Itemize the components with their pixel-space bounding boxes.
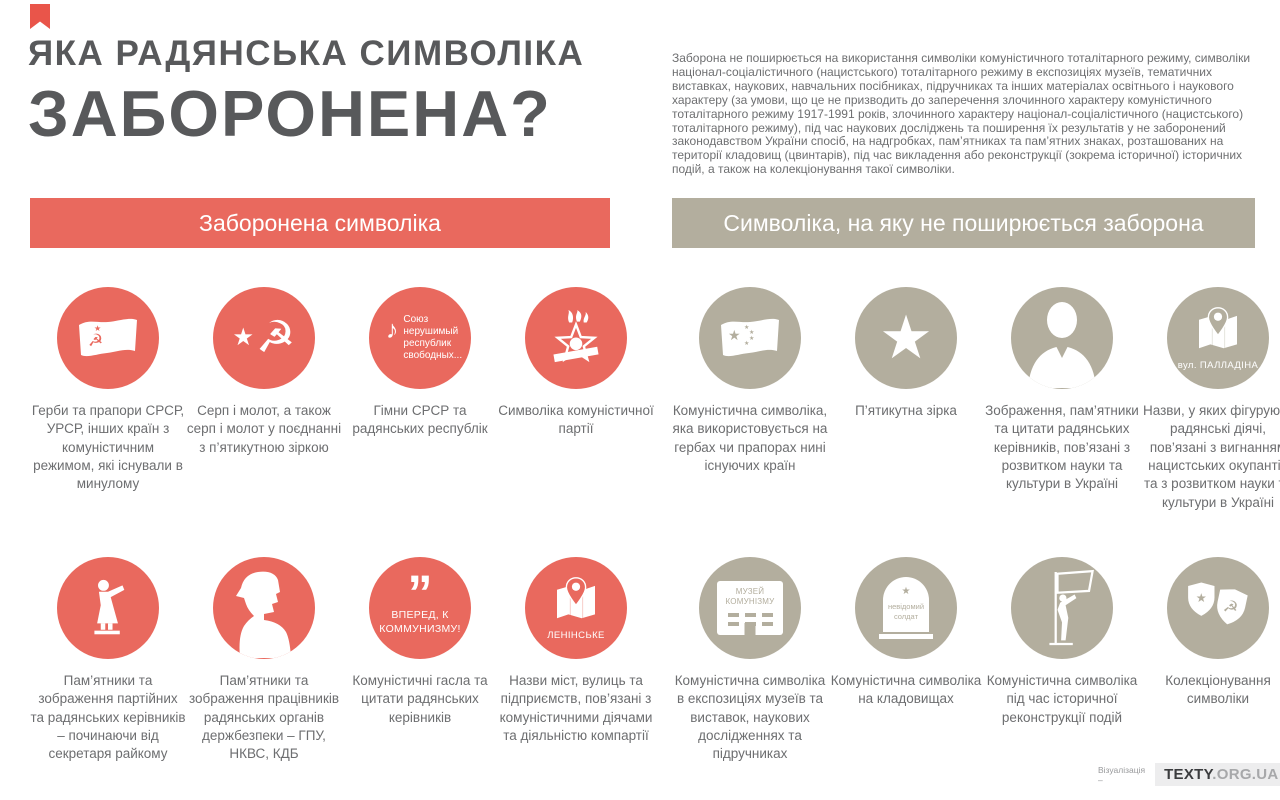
svg-text:★: ★ (749, 335, 754, 342)
allowed-item: МУЗЕЙ КОМУНІЗМУ Комуністична символіка в… (672, 557, 828, 764)
star-icon: ★ (855, 287, 957, 389)
item-caption: Гімни СРСР та радянських республік (352, 403, 488, 437)
location-pin-icon (1207, 306, 1229, 336)
hammer-sickle-star-icon: ★ ☭ (213, 287, 315, 389)
footer-credit: Візуалізація – TEXTY.ORG.UA (1098, 763, 1280, 786)
lenin-statue-icon (57, 557, 159, 659)
banned-section-header: Заборонена символіка (30, 198, 610, 248)
item-caption: Комуністична символіка під час історично… (986, 673, 1138, 725)
current-flag-icon: ★ ★ ★ ★ ★ (699, 287, 801, 389)
item-caption: Комуністична символіка, яка використовує… (672, 403, 828, 474)
svg-text:★: ★ (728, 328, 741, 344)
logo-bold: TEXTY (1164, 766, 1213, 783)
banned-item: Пам’ятники та зображення партійних та ра… (30, 557, 186, 764)
tombstone-icon: ★ невідомий солдат (855, 557, 957, 659)
title-line-1: ЯКА РАДЯНСЬКА СИМВОЛІКА (28, 34, 585, 73)
item-caption: П’ятикутна зірка (855, 403, 957, 418)
music-note-icon: ♪ (385, 315, 399, 344)
map-pin-icon: ЛЕНІНСЬКЕ (525, 557, 627, 659)
item-caption: Назви, у яких фігурують радянські діячі,… (1142, 403, 1280, 510)
quote-glyph: ” (407, 564, 433, 621)
allowed-item: ★ невідомий солдат Комуністична символік… (828, 557, 984, 764)
svg-text:☭: ☭ (88, 331, 103, 351)
location-pin-icon (565, 576, 587, 606)
ussr-flag-icon: ★ ☭ (57, 287, 159, 389)
hammer-sickle-glyph: ☭ (256, 313, 296, 362)
brand-flag-icon (30, 4, 50, 29)
museum-label: МУЗЕЙ КОМУНІЗМУ (725, 587, 775, 607)
allowed-row-1: ★ ★ ★ ★ ★ Комуністична символіка, яка ви… (672, 287, 1280, 512)
banned-row-2: Пам’ятники та зображення партійних та ра… (30, 557, 652, 764)
banned-item: ★ ☭ Серп і молот, а також серп і молот у … (186, 287, 342, 494)
logo-light: .ORG.UA (1212, 766, 1279, 783)
allowed-item: ★ ☭ Колекціонування символіки (1140, 557, 1280, 764)
banned-item: ЛЕНІНСЬКЕ Назви міст, вулиць та підприєм… (498, 557, 654, 764)
item-caption: Комуністична символіка в експозиціях муз… (674, 673, 826, 762)
item-caption: Комуністичні гасла та цитати радянських … (352, 673, 488, 725)
quote-icon: ” ВПЕРЕД, К КОММУНИЗМУ! (369, 557, 471, 659)
item-caption: Колекціонування символіки (1165, 673, 1271, 707)
scientist-portrait-icon (1011, 287, 1113, 389)
allowed-item: ★ ★ ★ ★ ★ Комуністична символіка, яка ви… (672, 287, 828, 512)
star-glyph: ★ (232, 324, 255, 351)
intro-paragraph: Заборона не поширюється на використання … (672, 51, 1251, 177)
item-caption: Пам’ятники та зображення працівників рад… (188, 673, 340, 762)
tomb-label: невідомий солдат (887, 602, 925, 621)
badges-icon: ★ ☭ (1167, 557, 1269, 659)
svg-text:★: ★ (1196, 591, 1207, 605)
svg-text:★: ★ (749, 329, 754, 336)
svg-text:★: ★ (744, 324, 749, 331)
museum-door (744, 623, 756, 635)
pioneer-badge-icon (525, 287, 627, 389)
texty-logo: TEXTY.ORG.UA (1155, 763, 1280, 786)
svg-text:☭: ☭ (1222, 596, 1241, 618)
title-line-2: ЗАБОРОНЕНА? (28, 77, 552, 150)
banned-item: ★ ☭ Герби та прапори СРСР, УРСР, інших к… (30, 287, 186, 494)
banned-item: Символіка комуністичної партії (498, 287, 654, 494)
allowed-item: Зображення, пам’ятники та цитати радянсь… (984, 287, 1140, 512)
banned-item: ” ВПЕРЕД, К КОММУНИЗМУ! Комуністичні гас… (342, 557, 498, 764)
banned-item: ♪ Союз нерушимый республик свободных... … (342, 287, 498, 494)
item-caption: Зображення, пам’ятники та цитати радянсь… (985, 403, 1139, 492)
item-caption: Пам’ятники та зображення партійних та ра… (30, 673, 186, 762)
item-caption: Назви міст, вулиць та підприємств, пов’я… (499, 673, 653, 744)
item-caption: Серп і молот, а також серп і молот у поє… (186, 403, 342, 455)
allowed-row-2: МУЗЕЙ КОМУНІЗМУ Комуністична символіка в… (672, 557, 1271, 764)
credit-label: Візуалізація – (1098, 764, 1146, 785)
tomb-base (879, 634, 933, 639)
map-pin-icon: вул. ПАЛЛАДІНА (1167, 287, 1269, 389)
museum-icon: МУЗЕЙ КОМУНІЗМУ (699, 557, 801, 659)
anthem-note-icon: ♪ Союз нерушимый республик свободных... (369, 287, 471, 389)
banned-item: Пам’ятники та зображення працівників рад… (186, 557, 342, 764)
anthem-text: Союз нерушимый республик свободных... (403, 313, 463, 362)
item-caption: Символіка комуністичної партії (498, 403, 654, 437)
svg-text:★: ★ (94, 324, 101, 333)
item-caption: Герби та прапори СРСР, УРСР, інших країн… (31, 403, 185, 492)
item-caption: Комуністична символіка на кладовищах (830, 673, 982, 707)
allowed-item: Комуністична символіка під час історично… (984, 557, 1140, 764)
map-label: вул. ПАЛЛАДІНА (1177, 359, 1259, 371)
allowed-section-header: Символіка, на яку не поширюється заборон… (672, 198, 1255, 248)
map-label: ЛЕНІНСЬКЕ (547, 629, 605, 641)
allowed-item: ★ П’ятикутна зірка (828, 287, 984, 512)
page-title: ЯКА РАДЯНСЬКА СИМВОЛІКА ЗАБОРОНЕНА? (28, 36, 584, 146)
slogan-text: ВПЕРЕД, К КОММУНИЗМУ! (379, 609, 461, 635)
allowed-item: вул. ПАЛЛАДІНА Назви, у яких фігурують р… (1140, 287, 1280, 512)
tomb-star: ★ (901, 586, 911, 597)
monument-flag-icon (1011, 557, 1113, 659)
banned-row-1: ★ ☭ Герби та прапори СРСР, УРСР, інших к… (30, 287, 654, 494)
chekist-profile-icon (213, 557, 315, 659)
star-glyph: ★ (879, 304, 933, 371)
svg-text:★: ★ (744, 340, 749, 347)
